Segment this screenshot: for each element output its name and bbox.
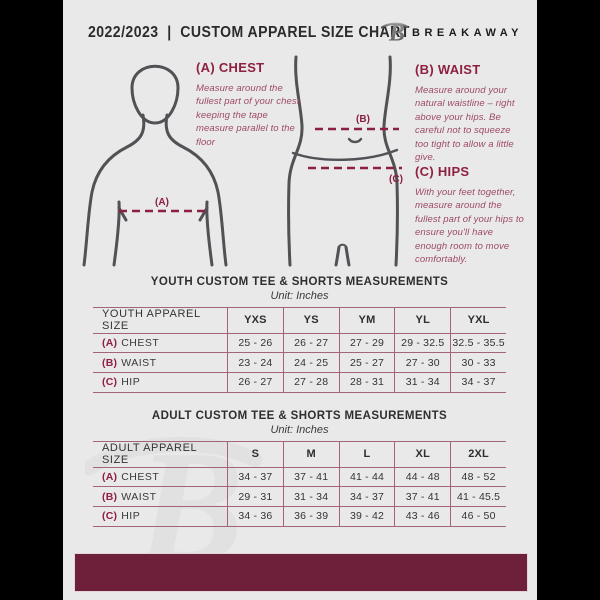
table-cell: 37 - 41 (282, 467, 339, 487)
table-row: (A) CHEST 34 - 37 37 - 41 41 - 44 44 - 4… (93, 466, 506, 487)
table-header-cell: YOUTH APPAREL SIZE (102, 308, 201, 333)
chest-section-heading: (A) CHEST (196, 60, 265, 75)
table-cell: 28 - 31 (338, 373, 395, 392)
table-header-row: YOUTH APPAREL SIZE YXS YS YM YL YXL (93, 307, 506, 333)
row-label: HIP (121, 376, 141, 389)
row-letter: (A) (102, 336, 118, 349)
table-header-cell: YXL (450, 308, 506, 333)
table-cell: 29 - 32.5 (394, 333, 450, 353)
table-cell: 41 - 45.5 (450, 487, 506, 507)
table-header-cell: S (227, 442, 283, 467)
hips-section-text: With your feet together, measure around … (415, 187, 524, 266)
table-cell: 27 - 29 (338, 333, 395, 353)
table-cell: 32.5 - 35.5 (450, 333, 506, 353)
table-header-cell: L (338, 442, 395, 467)
row-label-cell: (A) CHEST (93, 334, 227, 353)
table-header-cell: XL (394, 442, 450, 467)
table-cell: 27 - 28 (282, 373, 339, 392)
table-cell: 31 - 34 (282, 487, 339, 507)
table-cell: 34 - 37 (450, 373, 506, 392)
table-cell: 48 - 52 (450, 467, 506, 487)
table-cell: 29 - 31 (227, 487, 283, 507)
row-label: CHEST (121, 470, 160, 483)
table-row: (C) HIP 26 - 27 27 - 28 28 - 31 31 - 34 … (93, 372, 506, 393)
row-label: WAIST (121, 490, 157, 503)
table-cell: 46 - 50 (450, 507, 506, 526)
table-cell: 36 - 39 (282, 507, 339, 526)
table-cell: 31 - 34 (394, 373, 450, 392)
svg-text:B: B (388, 21, 405, 46)
row-label: HIP (121, 510, 141, 523)
table-header-cell: M (282, 442, 339, 467)
table-cell: 24 - 25 (282, 353, 339, 373)
measurement-figures: (A) (B) (C) (82, 55, 403, 267)
adult-table-title: ADULT CUSTOM TEE & SHORTS MEASUREMENTS (151, 410, 448, 422)
row-letter: (B) (102, 490, 118, 503)
hips-figure (287, 55, 399, 267)
table-cell: 23 - 24 (227, 353, 283, 373)
table-cell: 25 - 26 (227, 333, 283, 353)
size-chart-page: B 2022/2023 | CUSTOM APPAREL SIZE CHART … (63, 0, 537, 600)
table-header-row: ADULT APPAREL SIZE S M L XL 2XL (93, 441, 506, 467)
table-row: (A) CHEST 25 - 26 26 - 27 27 - 29 29 - 3… (93, 332, 506, 353)
table-cell: 41 - 44 (338, 467, 395, 487)
chest-section-text: Measure around the fullest part of your … (196, 83, 303, 148)
table-header-cell: YM (338, 308, 395, 333)
row-letter: (A) (102, 470, 118, 483)
waist-section-text: Measure around your natural waistline – … (415, 85, 515, 164)
table-cell: 37 - 41 (394, 487, 450, 507)
adult-size-table: ADULT APPAREL SIZE S M L XL 2XL (A) CHES… (93, 441, 506, 527)
footer-accent-bar (74, 553, 528, 592)
torso-figure (82, 64, 228, 267)
table-cell: 25 - 27 (338, 353, 395, 373)
table-cell: 34 - 36 (227, 507, 283, 526)
table-header-cell: YS (282, 308, 339, 333)
table-row: (B) WAIST 29 - 31 31 - 34 34 - 37 37 - 4… (93, 486, 506, 507)
table-cell: 34 - 37 (227, 467, 283, 487)
table-header-cell: YXS (227, 308, 283, 333)
row-label-cell: (B) WAIST (93, 353, 227, 372)
chest-line-label: (A) (155, 197, 169, 208)
table-cell: 34 - 37 (338, 487, 395, 507)
page-title: 2022/2023 | CUSTOM APPAREL SIZE CHART (88, 24, 410, 41)
youth-size-table: YOUTH APPAREL SIZE YXS YS YM YL YXL (A) … (93, 307, 506, 393)
waist-section-heading: (B) WAIST (415, 62, 481, 77)
table-cell: 39 - 42 (338, 507, 395, 526)
row-letter: (C) (102, 376, 118, 389)
table-cell: 27 - 30 (394, 353, 450, 373)
table-row: (B) WAIST 23 - 24 24 - 25 25 - 27 27 - 3… (93, 352, 506, 373)
table-header-cell: ADULT APPAREL SIZE (102, 442, 197, 467)
table-header-cell: YL (394, 308, 450, 333)
youth-table-title: YOUTH CUSTOM TEE & SHORTS MEASUREMENTS (150, 276, 449, 288)
table-cell: 30 - 33 (450, 353, 506, 373)
row-label: WAIST (121, 356, 157, 369)
row-label-cell: (C) HIP (93, 507, 227, 526)
row-letter: (B) (102, 356, 118, 369)
brand-name: BREAKAWAY (412, 27, 523, 39)
row-label-cell: (B) WAIST (93, 487, 227, 506)
table-row: (C) HIP 34 - 36 36 - 39 39 - 42 43 - 46 … (93, 506, 506, 527)
youth-table-unit: Unit: Inches (270, 290, 329, 302)
adult-table-unit: Unit: Inches (270, 424, 329, 436)
hips-section-heading: (C) HIPS (415, 164, 470, 179)
table-cell: 44 - 48 (394, 467, 450, 487)
row-letter: (C) (102, 510, 118, 523)
hips-line-label: (C) (389, 174, 403, 185)
table-cell: 26 - 27 (282, 333, 339, 353)
row-label-cell: (C) HIP (93, 373, 227, 392)
waist-line-label: (B) (356, 114, 370, 125)
table-cell: 43 - 46 (394, 507, 450, 526)
row-label: CHEST (121, 336, 160, 349)
table-header-cell: 2XL (450, 442, 506, 467)
breakaway-b-logo-icon: B (381, 21, 408, 46)
row-label-cell: (A) CHEST (93, 468, 227, 487)
table-cell: 26 - 27 (227, 373, 283, 392)
